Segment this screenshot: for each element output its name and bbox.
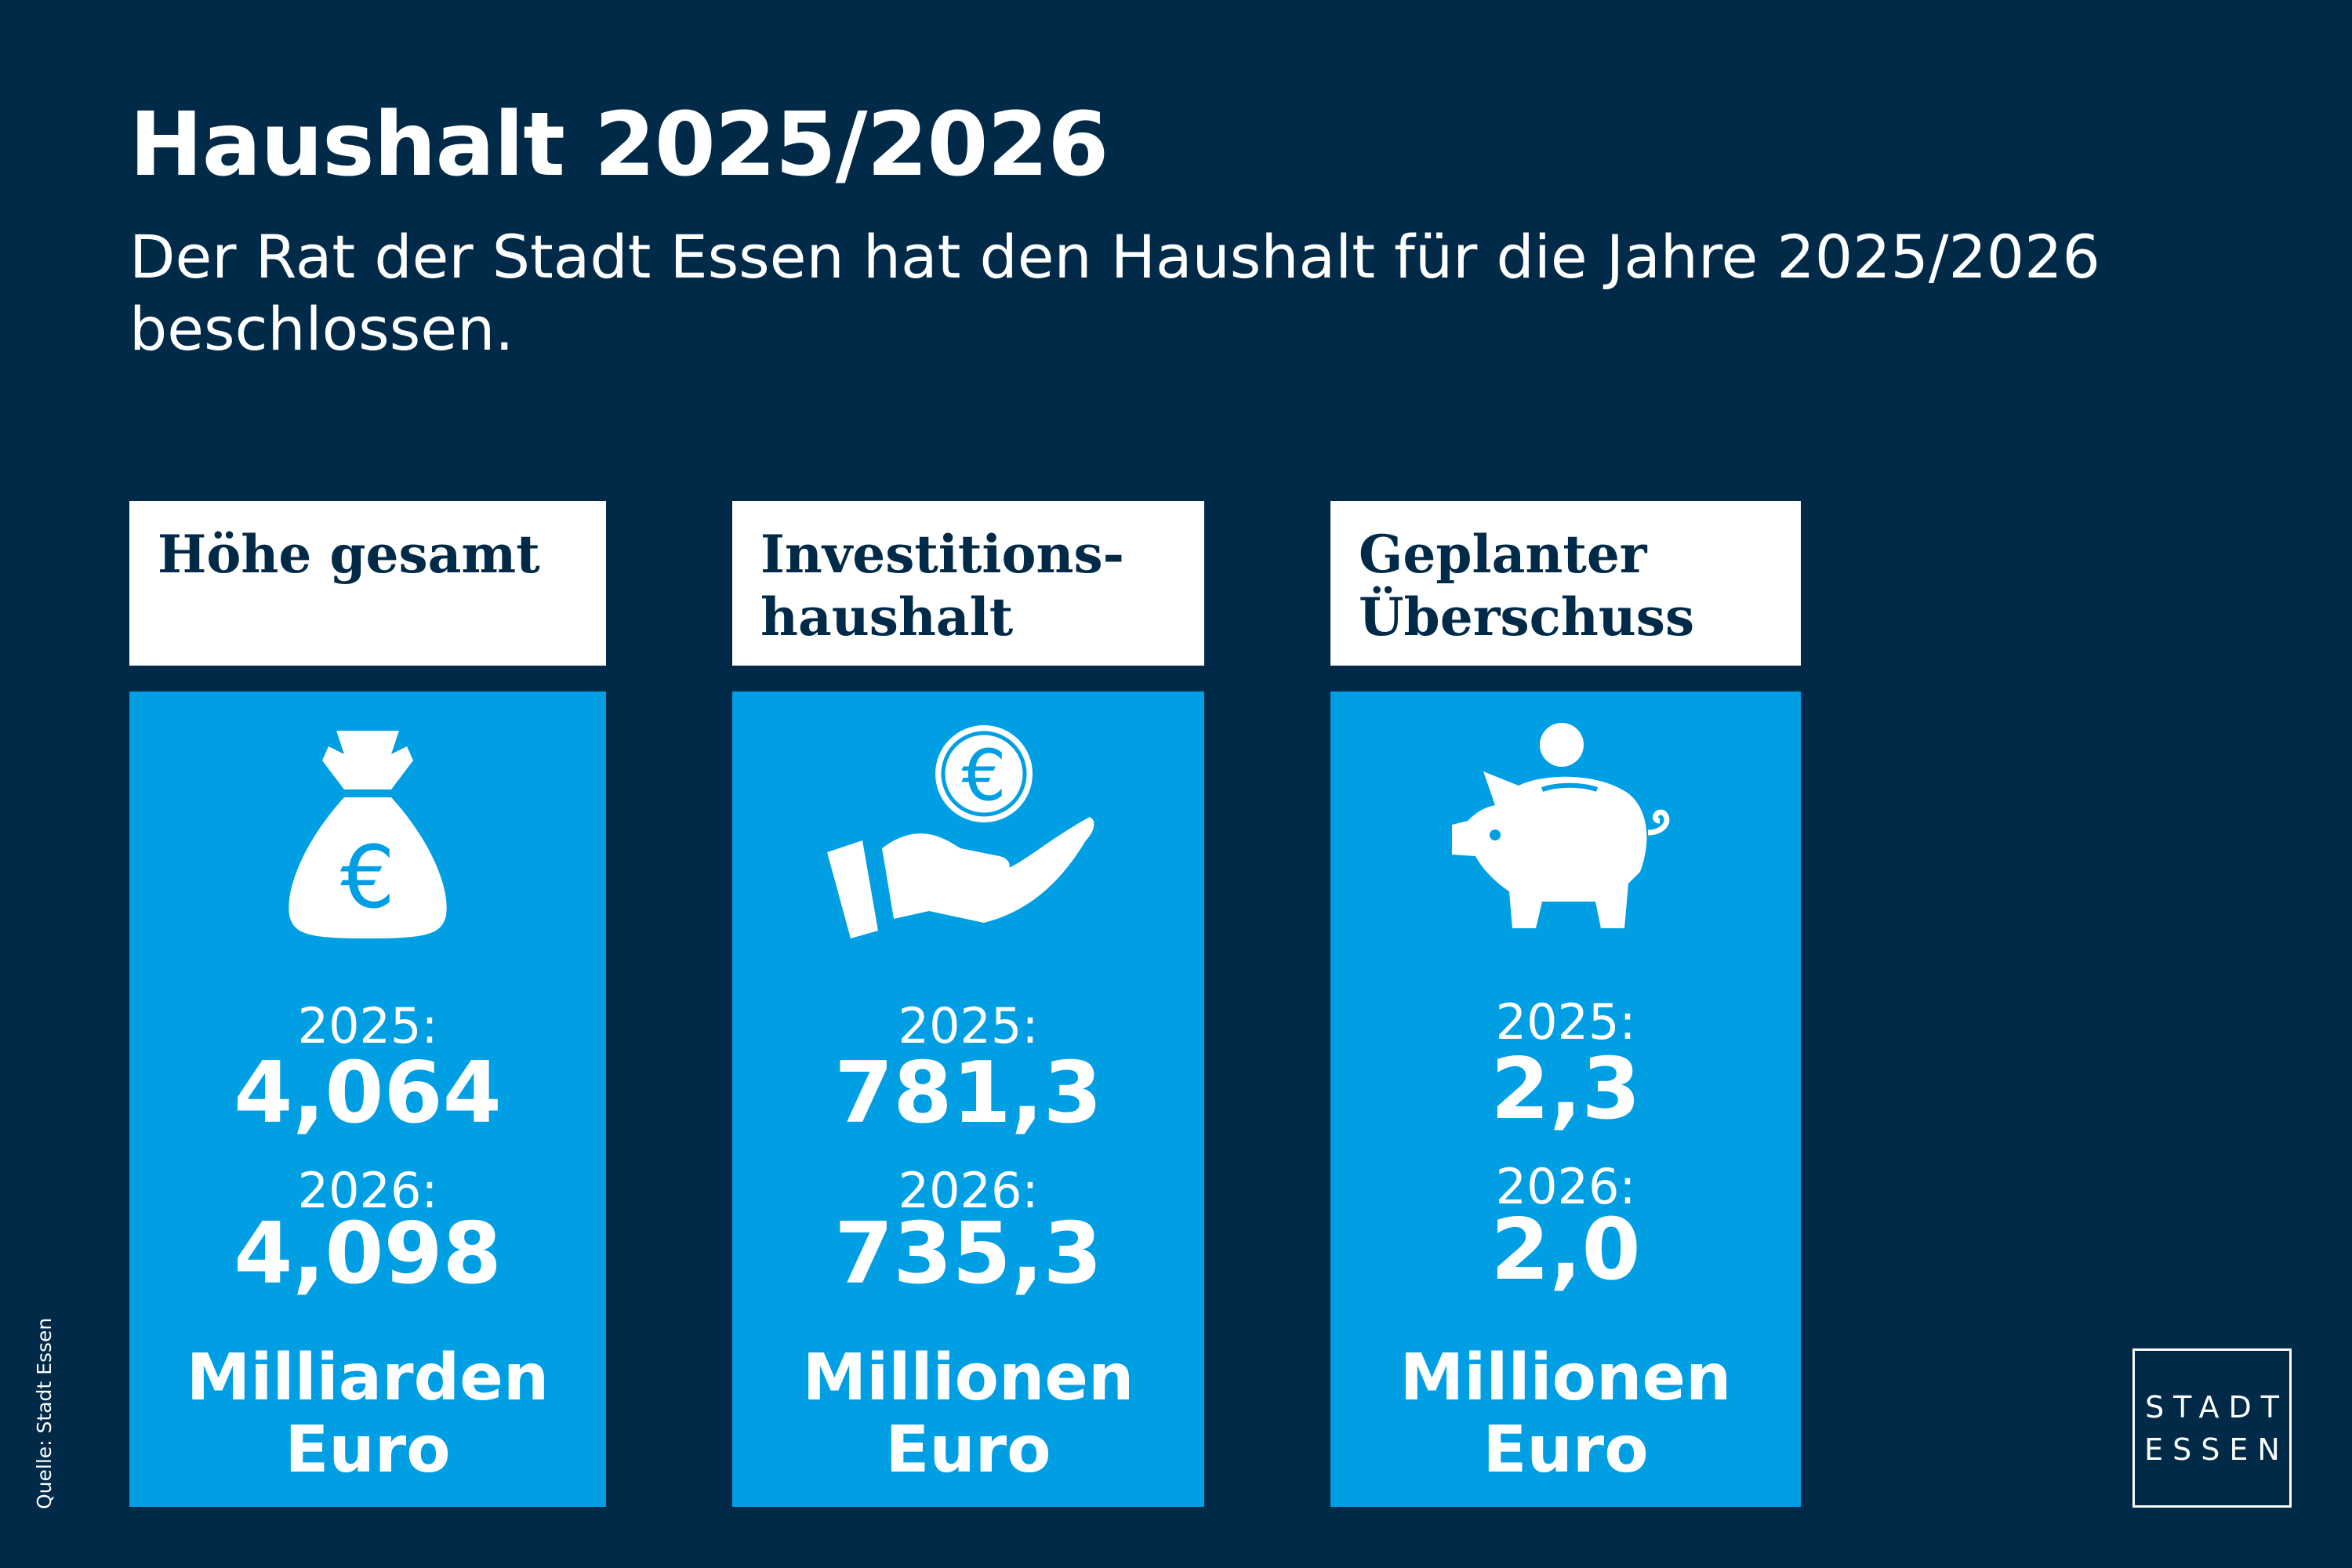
unit-line: Euro (885, 1413, 1051, 1487)
year-label: 2026: (297, 1162, 438, 1219)
heading-line: Überschuss (1359, 586, 1695, 648)
unit-label: Milliarden Euro (129, 1342, 606, 1486)
card-surplus: 2025: 2,3 2026: 2,0 Millionen Euro (1330, 691, 1801, 1507)
unit-label: Millionen Euro (732, 1342, 1204, 1486)
unit-line: Millionen (802, 1341, 1134, 1415)
source-credit: Quelle: Stadt Essen (33, 1317, 56, 1509)
page-subtitle: Der Rat der Stadt Essen hat den Haushalt… (129, 222, 2100, 364)
year-label: 2026: (1495, 1158, 1636, 1215)
svg-text:€: € (340, 827, 395, 927)
heading-line: Investitions- (760, 524, 1125, 585)
hand-euro-coin-icon: € (827, 725, 1094, 938)
value-2026: 2,0 (1490, 1201, 1641, 1299)
value-2025: 2,3 (1490, 1040, 1641, 1138)
year-label: 2025: (898, 997, 1039, 1054)
heading-line: haushalt (760, 586, 1014, 648)
logo-line: STADT (2145, 1389, 2288, 1425)
card-total: € 2025: 4,064 2026: 4,098 Milliarden Eur… (129, 691, 606, 1507)
year-label: 2025: (297, 997, 438, 1054)
year-label: 2026: (898, 1162, 1039, 1219)
page-title: Haushalt 2025/2026 (129, 94, 1109, 196)
value-2026: 735,3 (834, 1205, 1102, 1303)
value-2025: 4,064 (234, 1044, 502, 1142)
svg-text:€: € (961, 735, 1006, 817)
unit-line: Milliarden (186, 1341, 550, 1415)
heading-line: Höhe gesamt (158, 524, 540, 585)
card-heading-total: Höhe gesamt (129, 501, 606, 666)
heading-line: Geplanter (1359, 524, 1647, 585)
unit-label: Millionen Euro (1330, 1342, 1801, 1486)
unit-line: Millionen (1399, 1341, 1732, 1415)
card-heading-investment: Investitions- haushalt (732, 501, 1204, 666)
card-heading-surplus: Geplanter Überschuss (1330, 501, 1801, 666)
money-bag-euro-icon: € (289, 731, 447, 938)
logo-line: ESSEN (2144, 1432, 2289, 1467)
value-2026: 4,098 (234, 1205, 502, 1303)
unit-line: Euro (1483, 1413, 1649, 1487)
piggy-bank-icon (1452, 723, 1670, 928)
year-label: 2025: (1495, 993, 1636, 1051)
card-investment: € 2025: 781,3 2026: 735,3 Millionen Euro (732, 691, 1204, 1507)
value-2025: 781,3 (834, 1044, 1102, 1142)
unit-line: Euro (285, 1413, 451, 1487)
stadt-essen-logo: STADT ESSEN (2132, 1348, 2292, 1508)
